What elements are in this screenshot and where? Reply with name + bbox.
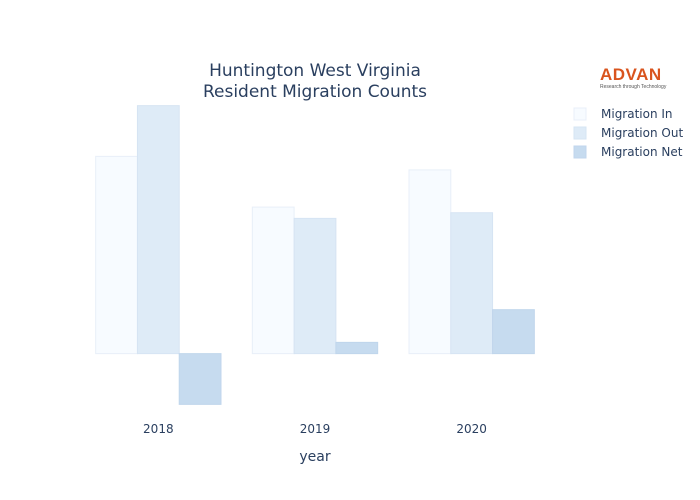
bar-migration-in-2019[interactable]	[251, 206, 295, 355]
legend-label: Migration In	[601, 107, 673, 121]
logo-brand-text: ADVAN	[600, 65, 662, 84]
legend-item-migration-net[interactable]: Migration Net	[573, 145, 683, 159]
bar-migration-in-2020[interactable]	[408, 169, 452, 355]
chart-title: Huntington West Virginia Resident Migrat…	[203, 61, 427, 102]
x-axis-title: year	[299, 449, 330, 465]
legend[interactable]: Migration In Migration Out Migration Net	[573, 107, 683, 159]
bar-migration-out-2020[interactable]	[450, 212, 494, 355]
bar-migration-in-2018[interactable]	[95, 155, 138, 355]
legend-swatch	[573, 145, 587, 159]
logo-tagline: Research through Technology	[600, 84, 667, 90]
legend-item-migration-out[interactable]: Migration Out	[573, 126, 683, 140]
x-tick-label-2019: 2019	[300, 422, 331, 436]
bar-migration-net-2018[interactable]	[178, 353, 222, 405]
x-axis-ticks: 2018 2019 2020	[143, 422, 487, 436]
plot-area	[95, 105, 535, 405]
chart-title-line-1: Huntington West Virginia	[209, 61, 421, 81]
bar-migration-out-2018[interactable]	[136, 105, 180, 355]
x-tick-label-2018: 2018	[143, 422, 174, 436]
legend-label: Migration Out	[601, 126, 683, 140]
legend-label: Migration Net	[601, 145, 683, 159]
legend-item-migration-in[interactable]: Migration In	[573, 107, 673, 121]
legend-swatch	[573, 126, 587, 140]
bar-migration-net-2020[interactable]	[492, 309, 535, 355]
legend-swatch	[573, 107, 587, 121]
bar-migration-out-2019[interactable]	[293, 217, 337, 355]
x-tick-label-2020: 2020	[456, 422, 487, 436]
chart-title-line-2: Resident Migration Counts	[203, 82, 427, 102]
advan-logo: ADVAN Research through Technology	[600, 65, 672, 91]
bar-migration-net-2019[interactable]	[335, 341, 379, 355]
